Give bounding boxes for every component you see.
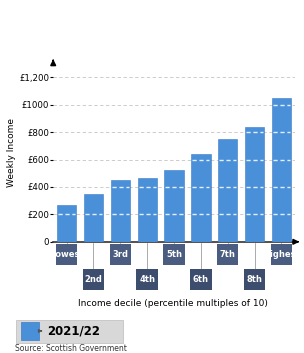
Bar: [109, 244, 131, 265]
Text: housing costs - Scotland  2021/22: housing costs - Scotland 2021/22: [13, 41, 225, 50]
Bar: [191, 154, 211, 242]
Bar: [163, 244, 185, 265]
Bar: [83, 269, 104, 289]
Text: Weekly household income before: Weekly household income before: [13, 16, 221, 25]
Text: 6th: 6th: [193, 275, 209, 283]
Text: Source: Scottish Government: Source: Scottish Government: [15, 343, 127, 353]
Bar: [57, 205, 76, 242]
Text: Lowest: Lowest: [50, 250, 83, 259]
Text: 4th: 4th: [139, 275, 155, 283]
Bar: [21, 322, 39, 340]
Text: 3rd: 3rd: [112, 250, 128, 259]
Bar: [137, 178, 157, 242]
Text: 8th: 8th: [247, 275, 263, 283]
FancyBboxPatch shape: [16, 319, 123, 343]
Y-axis label: Weekly Income: Weekly Income: [7, 118, 16, 187]
Text: 2nd: 2nd: [85, 275, 102, 283]
Text: Income decile (percentile multiples of 10): Income decile (percentile multiples of 1…: [78, 299, 268, 308]
Bar: [84, 194, 103, 242]
Bar: [244, 269, 265, 289]
Text: 5th: 5th: [166, 250, 182, 259]
Text: 2021/22: 2021/22: [47, 324, 100, 337]
Text: Highest: Highest: [263, 250, 300, 259]
Bar: [218, 139, 237, 242]
Bar: [164, 170, 184, 242]
Bar: [245, 127, 264, 242]
Bar: [111, 180, 130, 242]
Bar: [56, 244, 77, 265]
Bar: [271, 244, 292, 265]
Bar: [217, 244, 238, 265]
Bar: [136, 269, 158, 289]
Bar: [272, 98, 291, 242]
Bar: [190, 269, 212, 289]
Text: 7th: 7th: [220, 250, 236, 259]
